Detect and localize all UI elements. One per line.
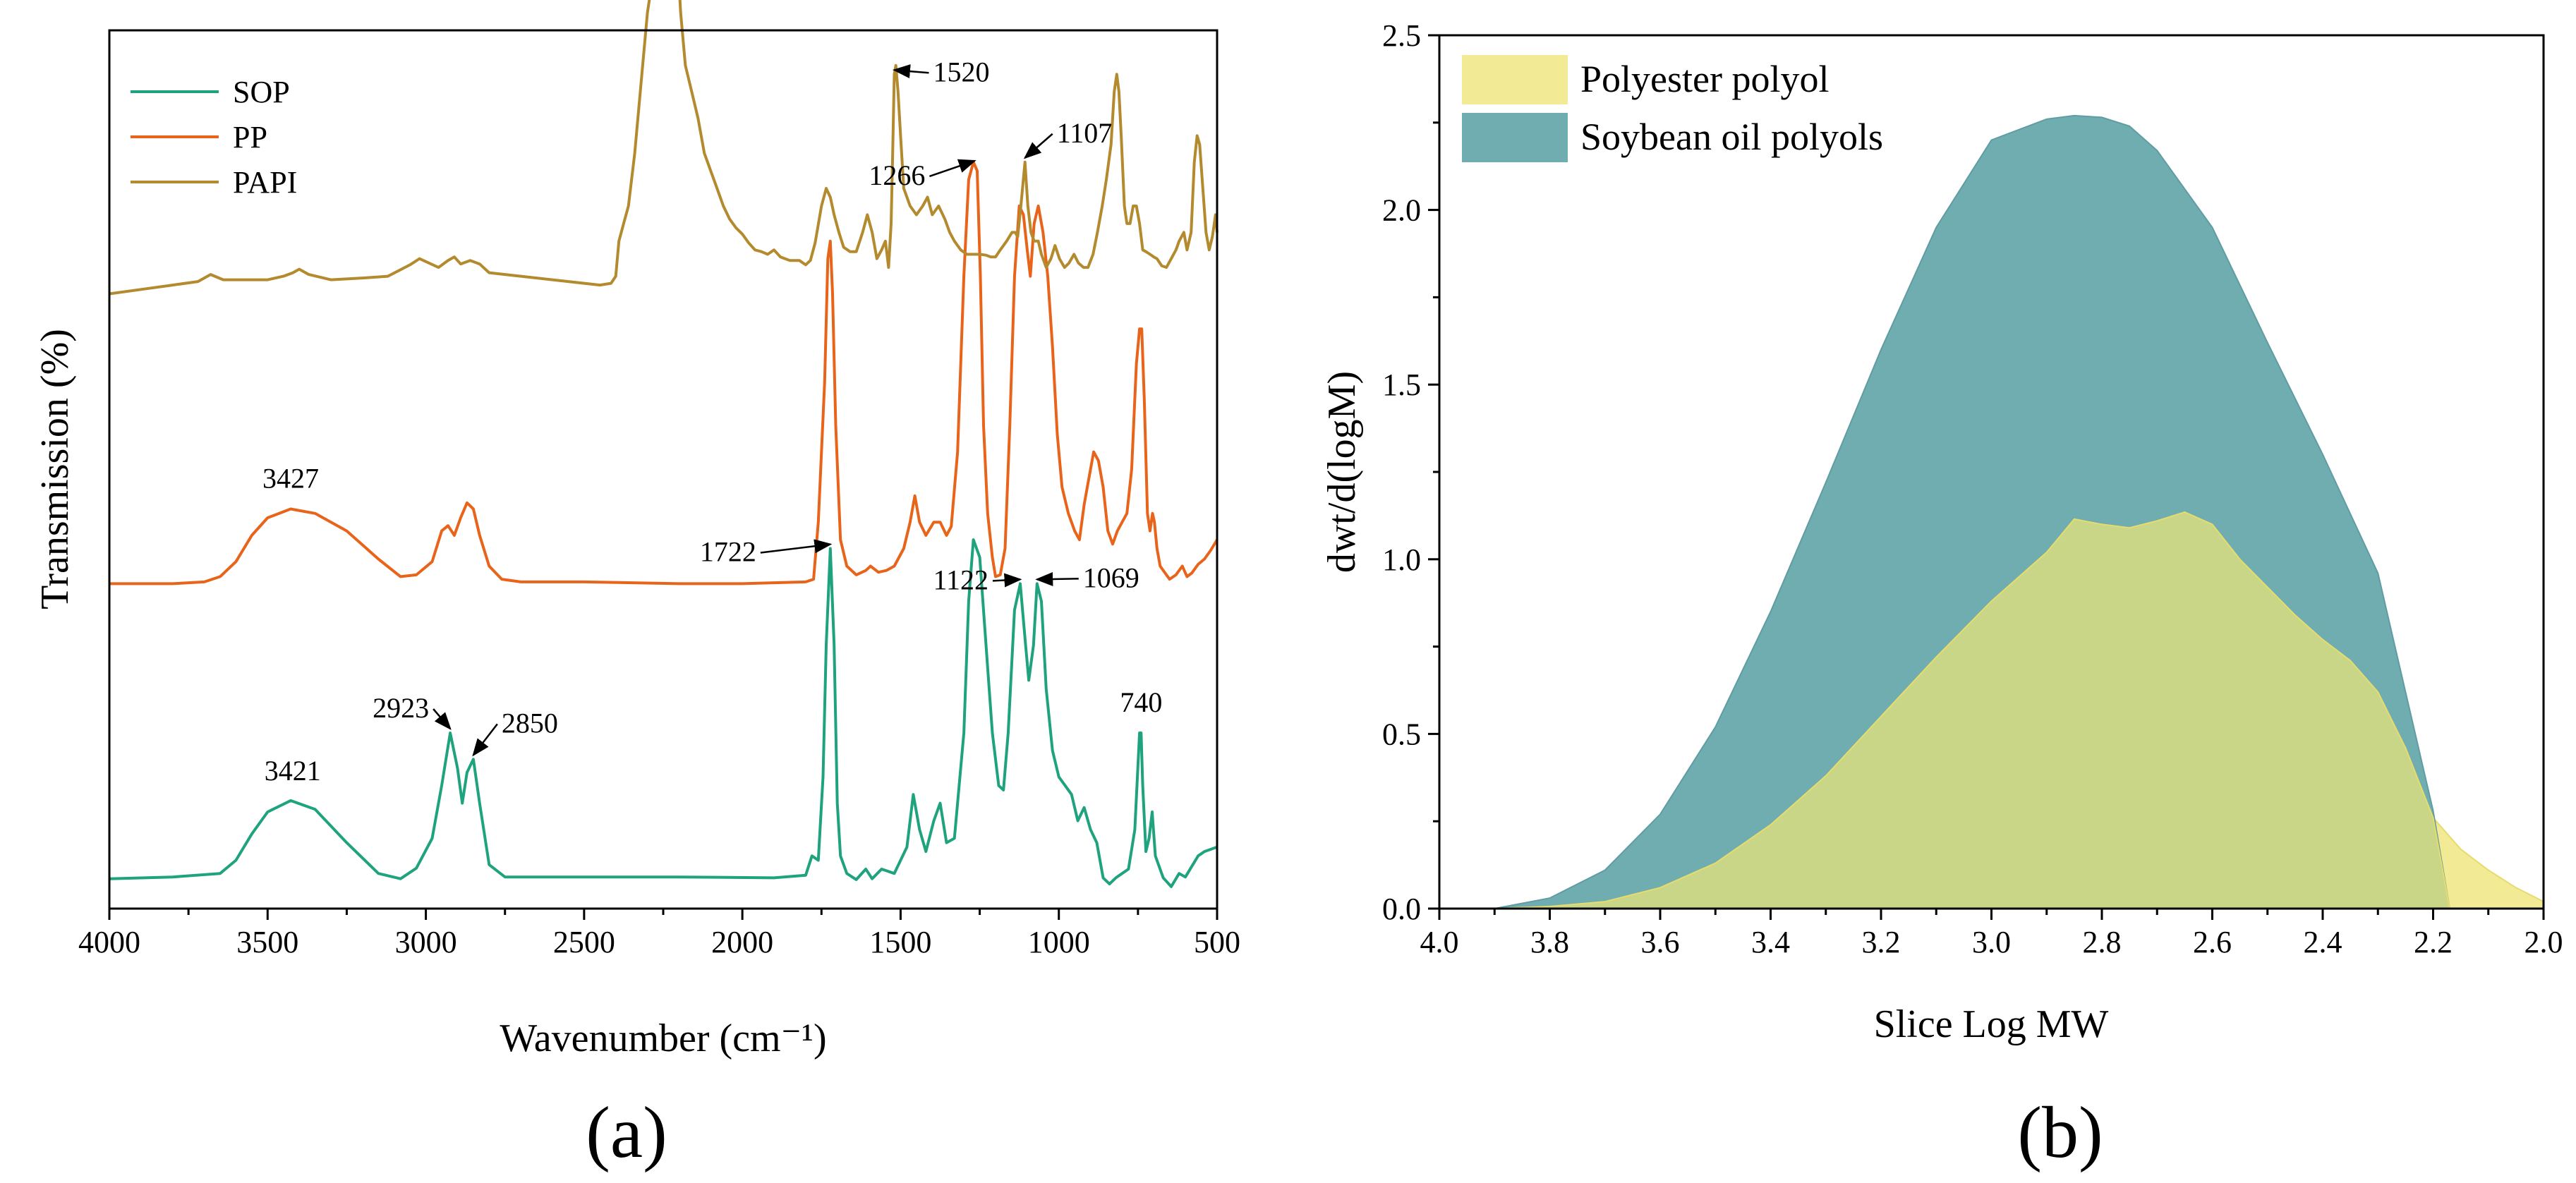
y-axis-ticks-b: 0.0 0.5 1.0 1.5 2.0 2.5	[1382, 18, 1439, 926]
annotation-arrow	[760, 539, 833, 554]
peak-label-1122: 1122	[933, 564, 988, 595]
y-tick-label: 0.0	[1382, 892, 1421, 926]
x-axis-label-b: Slice Log MW	[1874, 1002, 2109, 1046]
x-tick-label: 2500	[553, 925, 615, 959]
y-axis-label-b: dwt/d(logM)	[1320, 371, 1364, 573]
x-tick-label: 2000	[711, 925, 773, 959]
area-series-group	[1494, 114, 2544, 909]
y-axis-label-a: Transmission (%)	[33, 329, 77, 609]
x-tick-label: 2.6	[2193, 925, 2232, 959]
legend-swatch-soybean-oil-polyols	[1462, 113, 1568, 162]
peak-label-3421: 3421	[265, 755, 321, 787]
x-tick-label: 2.2	[2414, 925, 2453, 959]
legend-label-sop: SOP	[233, 75, 290, 109]
peak-label-2923: 2923	[373, 692, 429, 724]
series-line-pp	[109, 160, 1219, 586]
y-tick-label: 2.5	[1382, 18, 1421, 53]
x-axis-ticks-b: 4.0 3.8 3.6 3.4 3.2 3.0 2.8 2.6 2.4 2.2 2.0	[1420, 909, 2563, 959]
x-tick-label: 4000	[78, 925, 140, 959]
peak-label-740: 740	[1120, 686, 1162, 718]
x-tick-label: 4.0	[1420, 925, 1459, 959]
x-tick-label: 3.6	[1641, 925, 1680, 959]
x-tick-label: 3500	[236, 925, 298, 959]
annotation-arrow	[472, 723, 498, 757]
legend-label-soybean-oil-polyols: Soybean oil polyols	[1580, 116, 1883, 158]
legend-label-polyester-polyol: Polyester polyol	[1580, 58, 1829, 100]
peak-label-2850: 2850	[502, 707, 558, 739]
x-tick-label: 3000	[395, 925, 457, 959]
annotation-arrow	[1035, 571, 1079, 586]
legend-label-pp: PP	[233, 120, 267, 154]
x-tick-label: 3.4	[1751, 925, 1790, 959]
annotation-arrow	[1023, 133, 1053, 159]
x-tick-label: 3.2	[1862, 925, 1901, 959]
legend-a: SOP PP PAPI	[131, 75, 297, 200]
annotation-arrow	[433, 708, 452, 730]
x-tick-label: 500	[1194, 925, 1240, 959]
peak-label-1722: 1722	[700, 536, 756, 568]
peak-label-1266: 1266	[869, 159, 925, 191]
x-tick-label: 1500	[869, 925, 931, 959]
x-tick-label: 3.0	[1972, 925, 2011, 959]
peak-label-3427: 3427	[262, 463, 319, 495]
x-tick-label: 2.4	[2304, 925, 2342, 959]
x-axis-ticks-a: 4000 3500 3000 2500 2000 1500 1000 500	[78, 909, 1240, 959]
panel-label-b: (b)	[2017, 1092, 2103, 1173]
x-tick-label: 1000	[1028, 925, 1090, 959]
legend-b: Polyester polyol Soybean oil polyols	[1462, 55, 1883, 162]
y-tick-label: 2.0	[1382, 193, 1421, 228]
area-overlap-polyester-over-soybean	[1494, 511, 2451, 909]
y-tick-label: 0.5	[1382, 717, 1421, 751]
annotation-arrow	[892, 64, 929, 79]
series-line-papi	[109, 0, 1219, 296]
gpc-chart-b: 4.0 3.8 3.6 3.4 3.2 3.0 2.8 2.6 2.4 2.2 2.0 0.0 0.5…	[1320, 18, 2563, 1173]
legend-swatch-polyester-polyol	[1462, 55, 1568, 104]
annotation-arrow	[992, 573, 1022, 588]
y-tick-label: 1.0	[1382, 542, 1421, 577]
peak-label-1107: 1107	[1057, 117, 1113, 149]
y-tick-label: 1.5	[1382, 368, 1421, 402]
peak-label-1069: 1069	[1083, 562, 1139, 593]
x-tick-label: 2.0	[2524, 925, 2563, 959]
panel-label-a: (a)	[586, 1092, 667, 1173]
x-tick-label: 3.8	[1530, 925, 1569, 959]
peak-label-1520: 1520	[933, 56, 989, 87]
annotation-arrow	[929, 159, 976, 178]
series-line-sop	[109, 538, 1218, 888]
peak-annotations: 2240152011071266342717221122106929232850…	[262, 56, 1162, 787]
x-tick-label: 2.8	[2083, 925, 2122, 959]
x-axis-label-a: Wavenumber (cm⁻¹)	[500, 1017, 826, 1060]
spectra-series-group	[109, 0, 1219, 888]
legend-label-papi: PAPI	[233, 165, 297, 200]
